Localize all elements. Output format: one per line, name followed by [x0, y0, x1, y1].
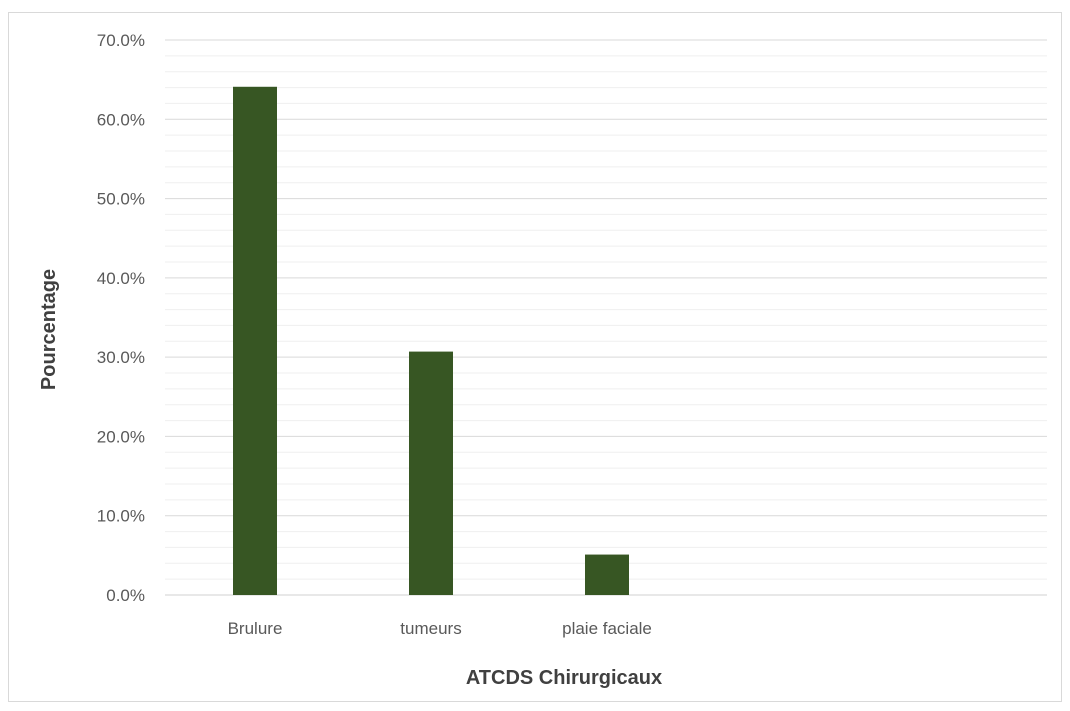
y-tick-label: 0.0%: [106, 586, 145, 605]
x-axis-title: ATCDS Chirurgicaux: [466, 667, 662, 689]
minor-gridlines: [165, 55, 1047, 580]
y-tick-label: 10.0%: [97, 507, 145, 526]
bars: [233, 86, 629, 596]
y-tick-label: 30.0%: [97, 348, 145, 367]
x-tick-label: plaie faciale: [562, 619, 652, 638]
y-tick-label: 70.0%: [97, 31, 145, 50]
bar-brulure: [233, 86, 277, 596]
y-tick-label: 50.0%: [97, 190, 145, 209]
x-tick-labels: Brulure tumeurs plaie faciale: [228, 619, 652, 638]
y-tick-label: 40.0%: [97, 269, 145, 288]
y-tick-labels: 0.0% 10.0% 20.0% 30.0% 40.0% 50.0% 60.0% 70.0%: [97, 31, 145, 605]
x-tick-label: tumeurs: [400, 619, 461, 638]
major-gridlines: [165, 39, 1047, 596]
y-tick-label: 20.0%: [97, 427, 145, 446]
x-tick-label: Brulure: [228, 619, 283, 638]
y-axis-title: Pourcentage: [38, 269, 60, 390]
bar-plaie-faciale: [585, 554, 629, 595]
y-tick-label: 60.0%: [97, 110, 145, 129]
bar-tumeurs: [409, 351, 453, 595]
